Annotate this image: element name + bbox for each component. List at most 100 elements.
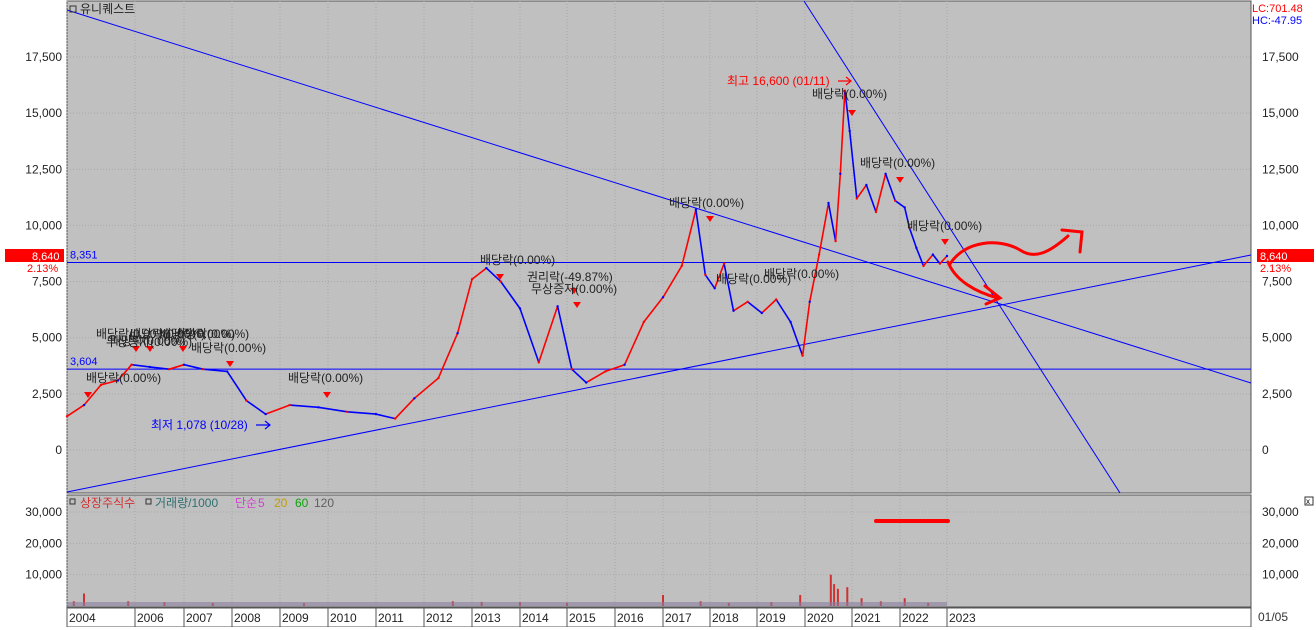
high-marker-label: 최고 16,600 (01/11) xyxy=(727,74,830,88)
price-segment xyxy=(183,363,204,370)
last-date-label: 01/05 xyxy=(1258,610,1288,624)
x-tick-label: 2011 xyxy=(378,611,404,625)
low-marker-label: 최저 1,078 (10/28) xyxy=(151,418,248,432)
price-point xyxy=(746,300,749,303)
event-label: 배당락(0.00%) xyxy=(812,87,887,101)
current-price-tag-left xyxy=(5,249,64,262)
price-segment xyxy=(149,366,170,370)
price-segment xyxy=(915,247,925,267)
low-marker-arrow xyxy=(256,420,271,430)
price-point xyxy=(168,368,171,371)
event-arrow-icon xyxy=(706,216,714,222)
event-label: 배당락(0.00%) xyxy=(160,327,235,341)
price-segment xyxy=(169,363,185,370)
event-arrow-icon xyxy=(941,239,949,245)
price-segment xyxy=(623,321,645,366)
trendlines[interactable] xyxy=(66,0,1252,494)
event-label: 배당락(0.00%) xyxy=(110,334,185,348)
price-point xyxy=(202,368,205,371)
price-segment xyxy=(775,299,792,323)
x-tick-label: 2018 xyxy=(712,611,739,625)
price-point xyxy=(556,305,559,308)
price-point xyxy=(775,298,778,301)
price-segment xyxy=(131,363,150,368)
price-segment xyxy=(723,263,735,311)
y-tick-label: 2,500 xyxy=(1262,387,1292,401)
price-segment xyxy=(437,332,459,379)
event-arrow-icon xyxy=(573,302,581,308)
price-point xyxy=(865,183,868,187)
volume-legend-checkbox-icon[interactable] xyxy=(69,498,76,505)
price-point xyxy=(760,311,763,315)
price-segment xyxy=(865,184,877,213)
price-segment xyxy=(375,413,396,420)
price-point xyxy=(945,254,949,258)
horizontal-lines[interactable]: 8,351 3,604 xyxy=(67,249,1251,370)
x-tick-label: 2020 xyxy=(807,611,834,625)
trendline-steep[interactable] xyxy=(803,0,1121,494)
y-tick-label: 10,000 xyxy=(1262,218,1299,232)
price-segment xyxy=(808,254,820,302)
price-segment xyxy=(704,274,716,289)
price-segment xyxy=(66,404,85,417)
price-point xyxy=(908,226,911,229)
price-segment xyxy=(585,370,606,384)
lc-readout: LC:701.48 xyxy=(1252,3,1303,15)
close-icon[interactable] xyxy=(1304,496,1314,506)
event-arrow-icon xyxy=(323,392,331,398)
x-tick-label: 2016 xyxy=(617,611,644,625)
volume-legend-item: 상장주식수 xyxy=(80,496,135,510)
price-point xyxy=(903,206,906,209)
trendline-ascending[interactable] xyxy=(66,254,1252,493)
price-segment xyxy=(856,184,868,199)
price-segment xyxy=(839,90,846,174)
event-label: 권리락(-49.87%) xyxy=(527,270,613,284)
y-tick-label: 0 xyxy=(1262,443,1269,457)
price-segment xyxy=(695,209,707,275)
volume-panel[interactable] xyxy=(66,494,1252,608)
price-segment xyxy=(884,173,896,201)
event-arrow-icon xyxy=(84,392,92,398)
volume-legend-checkbox-icon[interactable] xyxy=(145,498,152,505)
price-segment xyxy=(500,281,521,309)
price-segment xyxy=(844,90,851,132)
y-tick-label: 12,500 xyxy=(1262,162,1299,176)
volume-legend-item: 단순 xyxy=(235,496,257,510)
price-point xyxy=(834,239,837,243)
price-segment xyxy=(643,296,664,323)
x-tick-label: 2021 xyxy=(854,611,881,625)
volume-bar xyxy=(83,593,85,606)
price-point xyxy=(148,365,151,369)
event-label: 배당락(0.00%) xyxy=(288,371,363,385)
volume-bar xyxy=(836,588,839,606)
trendline-descending[interactable] xyxy=(66,9,1252,384)
y-tick-label: 5,000 xyxy=(32,331,62,345)
price-segment xyxy=(519,308,540,363)
price-segment xyxy=(713,263,725,289)
event-arrow-icon xyxy=(132,346,140,352)
price-point xyxy=(65,415,69,418)
y-tick-label: 0 xyxy=(55,443,62,457)
x-tick-label: 2013 xyxy=(474,611,501,625)
event-arrow-icon xyxy=(179,346,187,352)
price-point xyxy=(456,332,459,335)
price-point xyxy=(680,264,683,268)
price-point xyxy=(116,379,120,382)
high-marker-arrow xyxy=(838,76,852,86)
price-segment xyxy=(818,202,830,255)
volume-legend-item: 60 xyxy=(295,496,309,510)
price-segment xyxy=(117,364,133,381)
price-point xyxy=(704,273,707,276)
price-segment xyxy=(471,267,487,280)
x-tick-label: 2006 xyxy=(137,611,164,625)
price-point xyxy=(82,403,86,407)
price-segment xyxy=(733,301,749,312)
price-point xyxy=(130,363,133,366)
price-segment xyxy=(245,399,267,415)
checkbox-icon[interactable] xyxy=(69,5,77,13)
price-point xyxy=(182,363,186,366)
x-tick-label: 2014 xyxy=(522,611,549,625)
x-tick-label: 2004 xyxy=(69,611,96,625)
event-label: 배당락(0.00%) xyxy=(907,219,982,233)
volume-legend-item: 5 xyxy=(258,496,265,510)
